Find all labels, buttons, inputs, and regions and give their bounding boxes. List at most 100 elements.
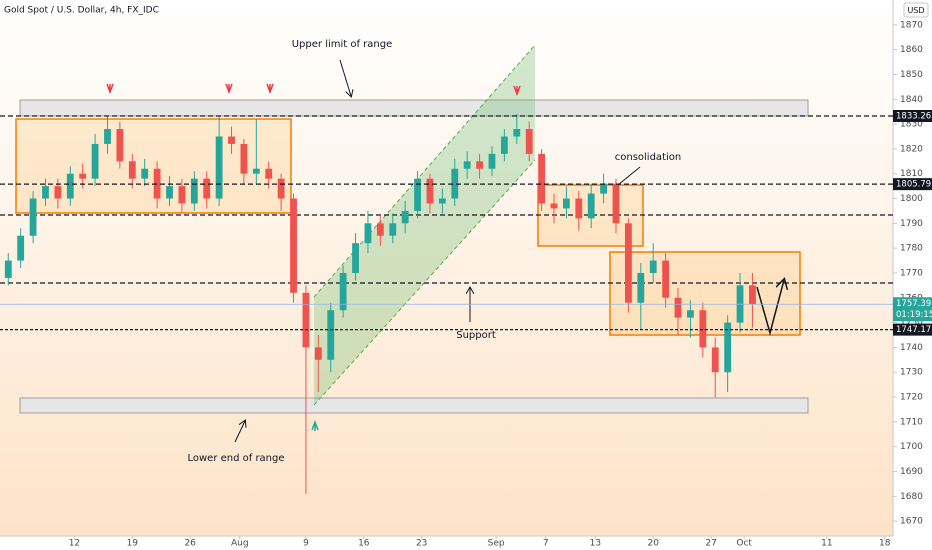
y-tick-label: 1700: [900, 442, 923, 452]
chart-title: Gold Spot / U.S. Dollar, 4h, FX_IDC: [4, 6, 159, 16]
y-tick-label: 1780: [900, 244, 923, 254]
candle-body: [562, 198, 570, 209]
annotations: Upper limit of range consolidation Suppo…: [106, 39, 784, 464]
candle-body: [463, 161, 471, 169]
currency-box: [903, 2, 929, 18]
candle-body: [215, 136, 223, 199]
annotation: Upper limit of range: [292, 39, 393, 50]
candle-body: [178, 186, 186, 204]
candle-body: [339, 272, 347, 311]
pointer: [234, 421, 245, 443]
lower-range-zone: [19, 397, 809, 414]
current-price-label: 1757.39: [896, 299, 931, 309]
candle-body: [624, 223, 632, 303]
level-label-box: [893, 178, 932, 191]
candle-body: [451, 168, 459, 199]
x-tick-label: 13: [590, 539, 601, 549]
x-tick-label: 9: [303, 539, 309, 549]
candle-body: [66, 173, 74, 199]
candle-body: [4, 260, 12, 278]
candle-body: [166, 186, 173, 199]
x-tick-label: 7: [543, 539, 549, 549]
candle-body: [612, 183, 620, 224]
countdown: 01:19:15: [896, 310, 932, 320]
candle-body: [141, 168, 149, 179]
candle-body: [600, 183, 608, 194]
x-tick-label: Sep: [488, 539, 505, 549]
candle-body: [116, 129, 124, 162]
down-arrow: [106, 83, 114, 95]
candle-body: [488, 153, 496, 169]
projection: [756, 280, 784, 336]
x-tick-label: Aug: [231, 539, 249, 549]
candle-body: [17, 235, 25, 261]
y-tick-label: 1870: [900, 20, 923, 30]
candle-body: [699, 310, 707, 348]
candle-body: [587, 193, 595, 219]
x-tick-label: Oct: [736, 539, 752, 549]
candle-body: [327, 310, 335, 360]
candle-body: [711, 347, 719, 373]
candle-body: [314, 347, 322, 360]
x-tick-label: 23: [416, 539, 427, 549]
y-tick-label: 1730: [900, 368, 923, 378]
y-tick-label: 1790: [900, 219, 923, 229]
candle-body: [277, 178, 285, 199]
y-tick-label: 1860: [900, 45, 923, 55]
candles: [4, 114, 756, 494]
current-price-box: [893, 297, 932, 322]
candle-body: [550, 203, 558, 209]
annotation: consolidation: [615, 152, 681, 163]
candle-body: [104, 129, 111, 144]
candle-body: [352, 243, 359, 273]
candle-body: [190, 178, 198, 204]
candle-body: [687, 310, 694, 318]
candle-body: [438, 198, 446, 204]
candle-body: [29, 198, 37, 236]
candle-body: [203, 178, 211, 199]
annotation: Support: [456, 330, 496, 341]
candle-body: [426, 178, 434, 204]
plot-background: [0, 0, 893, 536]
level-label: 1833.26: [896, 111, 931, 121]
candle-body: [364, 223, 372, 244]
candle-body: [575, 198, 583, 219]
level-label: 1805.79: [896, 180, 931, 190]
y-tick-label: 1770: [900, 268, 923, 278]
x-tick-label: 11: [821, 539, 832, 549]
x-tick-label: 19: [127, 539, 139, 549]
candle-body: [401, 210, 409, 224]
candle-body: [79, 173, 87, 179]
candle-body: [637, 272, 645, 303]
channel: [314, 45, 535, 405]
currency: USD: [907, 6, 924, 15]
candle-body: [228, 136, 235, 144]
y-tick-label: 1850: [900, 70, 923, 80]
y-tick-label: 1680: [900, 492, 923, 502]
candle-body: [724, 322, 732, 373]
up-arrow: [311, 419, 319, 431]
candle-body: [476, 161, 483, 169]
candle-body: [674, 297, 682, 318]
candle-body: [513, 129, 521, 137]
down-arrow: [225, 83, 233, 95]
x-tick-label: 12: [69, 539, 80, 549]
y-tick-label: 1670: [900, 517, 923, 527]
candle-body: [525, 129, 533, 154]
level-label: 1747.17: [896, 325, 931, 335]
time-axis: [0, 536, 893, 550]
x-tick-label: 26: [184, 539, 196, 549]
candle-body: [290, 198, 297, 293]
candle-body: [54, 186, 62, 199]
pointer: [617, 166, 641, 186]
y-tick-label: 1740: [900, 343, 923, 353]
candle-body: [389, 223, 397, 236]
candle-body: [91, 143, 99, 179]
candle-body: [649, 260, 657, 273]
candle-body: [42, 186, 49, 199]
candle-body: [153, 168, 161, 199]
x-tick-label: 18: [879, 539, 891, 549]
candle-body: [252, 168, 260, 174]
y-tick-label: 1720: [900, 393, 923, 403]
